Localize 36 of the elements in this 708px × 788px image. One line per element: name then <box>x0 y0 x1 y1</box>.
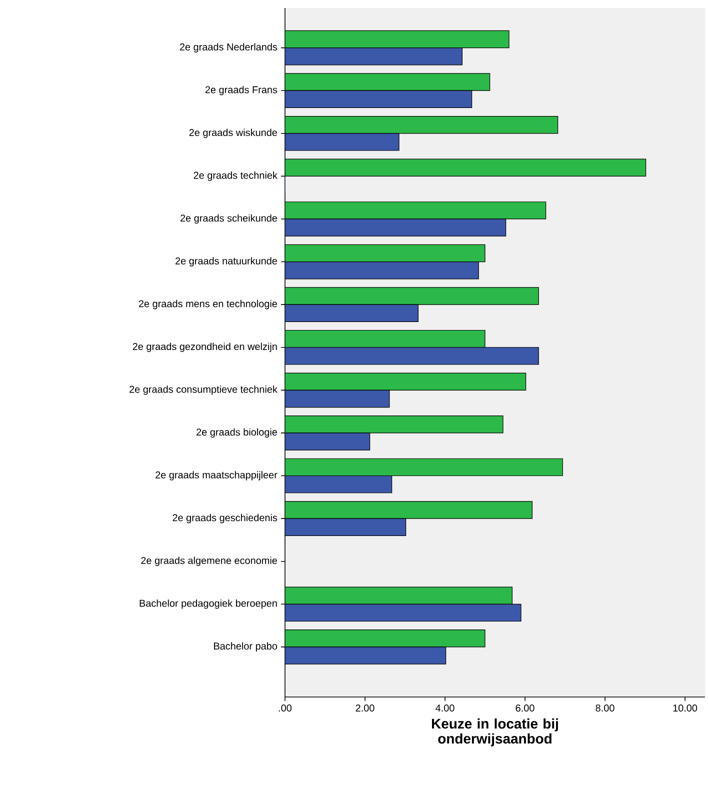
y-tick-label: 2e graads gezondheid en welzijn <box>132 342 277 352</box>
y-tick-label: 2e graads Frans <box>205 86 278 96</box>
y-tick-label: 2e graads Nederlands <box>180 43 278 52</box>
bar <box>285 416 504 434</box>
y-tick-label: Bachelor pabo <box>214 642 278 652</box>
x-tick-label: 10.00 <box>673 704 698 712</box>
y-tick-label: 2e graads wiskunde <box>189 128 278 138</box>
bar <box>285 30 510 48</box>
x-tick-label: 2.00 <box>356 704 374 712</box>
bar <box>285 501 533 519</box>
bar <box>285 287 539 305</box>
y-tick-label: 2e graads techniek <box>194 172 278 181</box>
bar <box>285 202 546 220</box>
x-tick-label: 6.00 <box>516 704 534 712</box>
y-tick-label: Bachelor pedagogiek beroepen <box>140 600 277 609</box>
y-tick-label: 2e graads mens en technologie <box>138 300 278 310</box>
bar <box>285 244 486 262</box>
bar <box>285 330 486 348</box>
y-tick-label: 2e graads algemene economie <box>141 556 277 566</box>
x-tick-label: 8.00 <box>596 704 614 712</box>
bar <box>285 586 513 604</box>
y-tick-label: 2e graads biologie <box>196 428 278 438</box>
bar <box>285 116 558 134</box>
x-axis-title: Keuze in locatie bij onderwijsaanbod <box>432 718 558 746</box>
bar <box>285 158 646 176</box>
y-tick-label: 2e graads scheikunde <box>180 214 278 224</box>
bar <box>285 73 490 91</box>
y-tick-label: 2e graads natuurkunde <box>176 257 278 266</box>
y-tick-label: 2e graads geschiedenis <box>172 514 278 524</box>
bar <box>285 458 563 476</box>
x-tick-label: .00 <box>278 704 292 712</box>
y-tick-label: 2e graads maatschappijleer <box>156 471 278 480</box>
y-tick-label: 2e graads consumptieve techniek <box>130 386 278 395</box>
bar <box>285 630 486 648</box>
bar <box>285 372 526 390</box>
x-tick-label: 4.00 <box>436 704 454 712</box>
